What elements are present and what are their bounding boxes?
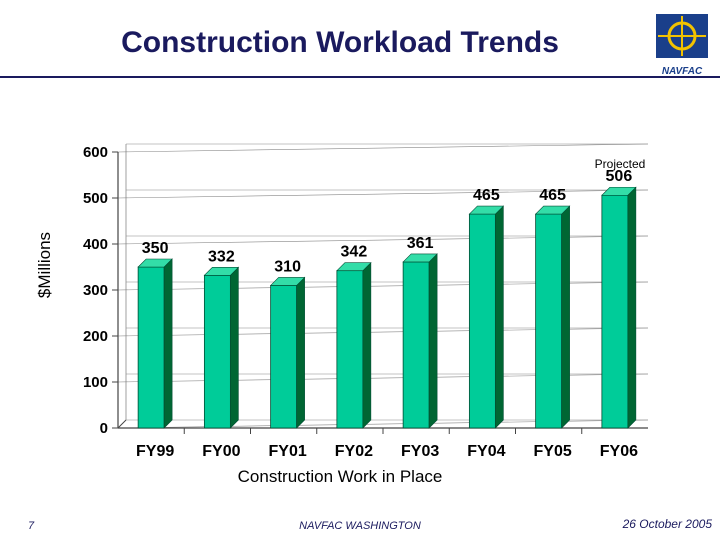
x-tick-label: FY02 <box>335 443 373 460</box>
y-tick-label: 500 <box>83 190 108 207</box>
data-label: 332 <box>208 248 235 265</box>
x-tick-label: FY01 <box>269 443 307 460</box>
data-label: 310 <box>274 258 301 275</box>
footer-date: 26 October 2005 <box>622 517 712 531</box>
bar <box>468 213 496 429</box>
title-divider <box>0 76 720 78</box>
bar-side <box>230 266 239 429</box>
bar <box>535 213 563 429</box>
bar <box>336 270 364 429</box>
bar-top <box>269 277 306 286</box>
x-tick-label: FY99 <box>136 443 174 460</box>
bar-top <box>203 266 240 276</box>
bar-side <box>495 205 504 429</box>
x-tick-label: FY03 <box>401 443 439 460</box>
data-label: 361 <box>407 235 434 252</box>
y-axis-label: $Millions <box>35 232 54 298</box>
x-tick-label: FY00 <box>202 443 240 460</box>
bar-top <box>468 205 505 215</box>
bar <box>601 194 629 429</box>
navfac-logo: NAVFAC <box>656 14 708 77</box>
data-label: 342 <box>341 244 368 261</box>
data-label: 465 <box>473 187 500 204</box>
bar-side <box>362 261 372 429</box>
gridline-depth <box>117 189 649 199</box>
x-tick-label: FY05 <box>534 443 572 460</box>
bar <box>203 274 231 429</box>
bar <box>402 261 430 429</box>
data-label: 465 <box>539 187 566 204</box>
y-tick-label: 400 <box>83 236 108 253</box>
bar-side <box>163 258 173 429</box>
bar-top <box>601 186 637 196</box>
logo-text: NAVFAC <box>662 66 703 77</box>
data-label: 506 <box>606 168 633 185</box>
projected-annotation: Projected <box>595 157 646 171</box>
x-tick-label: FY06 <box>600 443 638 460</box>
x-axis-depth <box>117 419 127 429</box>
footer-organization: NAVFAC WASHINGTON <box>299 520 421 532</box>
y-tick-label: 600 <box>83 144 108 161</box>
bar-top <box>336 262 372 271</box>
y-tick-label: 200 <box>83 328 108 345</box>
y-tick-label: 100 <box>83 374 108 391</box>
bar-side <box>627 186 637 429</box>
x-tick-label: FY04 <box>467 443 505 460</box>
slide-title: Construction Workload Trends <box>121 26 559 59</box>
bar-top <box>402 253 438 263</box>
bar-side <box>561 205 570 429</box>
gridline-depth <box>117 143 649 153</box>
data-label: 350 <box>142 240 169 257</box>
bar <box>137 266 165 429</box>
bar-side <box>428 253 438 429</box>
page-number: 7 <box>28 520 35 532</box>
y-tick-label: 0 <box>100 420 108 437</box>
bar-top <box>137 258 173 268</box>
bar-side <box>296 276 305 429</box>
y-tick-label: 300 <box>83 282 108 299</box>
bar <box>270 284 298 429</box>
x-axis-label: Construction Work in Place <box>238 467 443 486</box>
bar-top <box>534 205 571 215</box>
